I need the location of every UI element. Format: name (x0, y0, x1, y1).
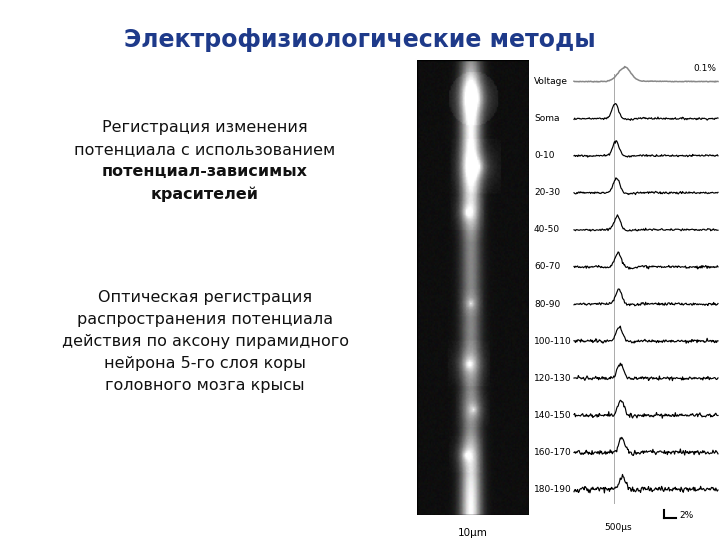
Text: головного мозга крысы: головного мозга крысы (105, 378, 305, 393)
Text: 10μm: 10μm (458, 528, 488, 538)
Text: 20-30: 20-30 (534, 188, 560, 197)
Text: 0-10: 0-10 (534, 151, 554, 160)
Text: 2%: 2% (679, 510, 693, 519)
Text: 80-90: 80-90 (534, 300, 560, 308)
Text: 500μs: 500μs (604, 523, 631, 532)
Text: Voltage: Voltage (534, 77, 568, 86)
Text: Электрофизиологические методы: Электрофизиологические методы (124, 28, 596, 52)
Text: 180-190: 180-190 (534, 485, 572, 494)
Text: 40-50: 40-50 (534, 225, 560, 234)
Text: нейрона 5-го слоя коры: нейрона 5-го слоя коры (104, 356, 306, 371)
Text: 160-170: 160-170 (534, 448, 572, 457)
Text: действия по аксону пирамидного: действия по аксону пирамидного (61, 334, 348, 349)
Text: потенциал-зависимых: потенциал-зависимых (102, 164, 308, 179)
Text: красителей: красителей (151, 186, 259, 201)
Text: A: A (420, 66, 435, 85)
Text: Soma: Soma (534, 114, 559, 123)
Text: потенциала с использованием: потенциала с использованием (74, 142, 336, 157)
Text: 60-70: 60-70 (534, 262, 560, 272)
Bar (417, 60, 529, 515)
Text: 0.1%: 0.1% (693, 64, 716, 73)
Text: Оптическая регистрация: Оптическая регистрация (98, 290, 312, 305)
Text: Регистрация изменения: Регистрация изменения (102, 120, 308, 135)
Text: распространения потенциала: распространения потенциала (77, 312, 333, 327)
Text: 140-150: 140-150 (534, 411, 572, 420)
Text: 120-130: 120-130 (534, 374, 572, 383)
Text: 100-110: 100-110 (534, 336, 572, 346)
